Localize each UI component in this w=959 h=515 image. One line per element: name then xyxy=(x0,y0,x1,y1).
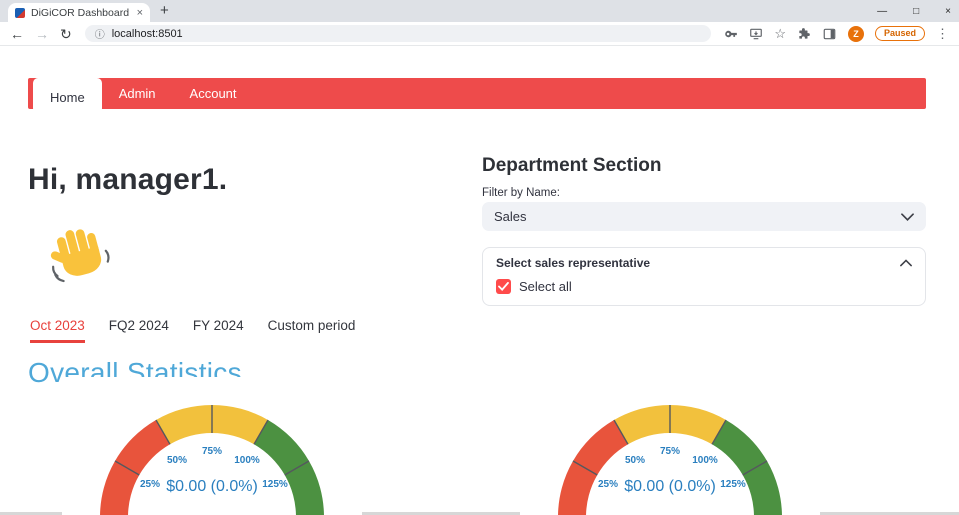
url-text: localhost:8501 xyxy=(111,27,183,40)
expander-body: Select all xyxy=(483,277,925,305)
side-panel-icon[interactable] xyxy=(822,27,837,41)
tab-oct-2023[interactable]: Oct 2023 xyxy=(30,318,85,343)
site-info-icon[interactable]: ⓘ xyxy=(94,30,105,41)
address-bar[interactable]: ⓘ localhost:8501 xyxy=(84,25,712,42)
nav-tab-admin[interactable]: Admin xyxy=(118,86,156,101)
svg-text:75%: 75% xyxy=(660,446,680,457)
gauge2-segment-red xyxy=(558,420,628,515)
chevron-down-icon xyxy=(901,209,914,224)
dashboard-page: Home Admin Account Hi, manager1. xyxy=(0,46,959,515)
tab-close-icon[interactable]: × xyxy=(136,6,143,19)
sync-paused-badge[interactable]: Paused xyxy=(874,26,925,41)
gauge2-value: $0.00 (0.0%) xyxy=(624,478,716,495)
bookmark-star-icon[interactable]: ☆ xyxy=(774,26,786,41)
new-tab-button[interactable]: + xyxy=(160,2,169,19)
nav-tab-home[interactable]: Home xyxy=(33,78,102,116)
sales-rep-expander: Select sales representative Select all xyxy=(482,247,926,306)
svg-text:100%: 100% xyxy=(234,455,260,466)
greeting-heading: Hi, manager1. xyxy=(28,163,228,196)
window-minimize-button[interactable]: — xyxy=(877,5,888,17)
expander-header[interactable]: Select sales representative xyxy=(483,248,925,277)
gauge2-ticks xyxy=(572,405,768,476)
select-value: Sales xyxy=(494,209,527,224)
tab-custom-period[interactable]: Custom period xyxy=(267,318,356,333)
svg-text:75%: 75% xyxy=(202,446,222,457)
browser-tab[interactable]: DiGiCOR Dashboard × xyxy=(8,3,150,22)
gauge1-tick-labels: 25% 50% 75% 100% 125% xyxy=(140,446,288,490)
department-select[interactable]: Sales xyxy=(482,202,926,231)
gauge2-segment-green xyxy=(712,420,782,515)
gauge1-ticks xyxy=(114,405,310,476)
browser-chrome: DiGiCOR Dashboard × + — □ × ← → ↻ ⓘ loca… xyxy=(0,0,959,46)
main-nav: Home Admin Account xyxy=(28,78,926,116)
tab-fq2-2024[interactable]: FQ2 2024 xyxy=(108,318,169,333)
select-all-checkbox[interactable] xyxy=(496,279,511,294)
waving-hand-icon xyxy=(46,224,112,290)
filter-by-name-label: Filter by Name: xyxy=(482,187,560,199)
svg-text:50%: 50% xyxy=(167,455,187,466)
reload-icon[interactable]: ↻ xyxy=(60,25,72,42)
back-icon[interactable]: ← xyxy=(10,25,24,42)
window-maximize-button[interactable]: □ xyxy=(913,5,920,17)
tab-fy-2024[interactable]: FY 2024 xyxy=(192,318,244,333)
gauge-chart-2: 25% 50% 75% 100% 125% $0.00 (0.0%) xyxy=(520,377,820,515)
browser-menu-icon[interactable]: ⋮ xyxy=(936,26,949,41)
profile-avatar[interactable]: Z xyxy=(847,25,864,42)
nav-tab-account[interactable]: Account xyxy=(189,86,237,101)
expander-label: Select sales representative xyxy=(496,255,651,270)
extensions-puzzle-icon[interactable] xyxy=(797,27,811,41)
window-close-button[interactable]: × xyxy=(945,5,951,17)
select-all-label: Select all xyxy=(519,279,572,294)
department-section-title: Department Section xyxy=(482,155,662,176)
tab-title: DiGiCOR Dashboard xyxy=(31,6,130,19)
gauge-chart-1: 25% 50% 75% 100% 125% $0.00 (0.0%) xyxy=(62,377,362,515)
svg-text:50%: 50% xyxy=(625,455,645,466)
svg-text:25%: 25% xyxy=(598,479,618,490)
browser-toolbar: ← → ↻ ⓘ localhost:8501 ☆ Z Paused ⋮ xyxy=(0,22,959,46)
install-app-icon[interactable] xyxy=(749,27,763,41)
gauge1-segment-green xyxy=(254,420,324,515)
password-key-icon[interactable] xyxy=(724,27,738,41)
chevron-up-icon xyxy=(900,256,912,270)
forward-icon[interactable]: → xyxy=(35,25,49,42)
svg-text:125%: 125% xyxy=(262,479,288,490)
gauge1-value: $0.00 (0.0%) xyxy=(166,478,258,495)
toolbar-icons: ☆ Z Paused ⋮ xyxy=(724,25,949,42)
gauge2-tick-labels: 25% 50% 75% 100% 125% xyxy=(598,446,746,490)
period-tabs: Oct 2023 FQ2 2024 FY 2024 Custom period xyxy=(30,318,355,343)
svg-text:125%: 125% xyxy=(720,479,746,490)
svg-text:100%: 100% xyxy=(692,455,718,466)
tab-strip: DiGiCOR Dashboard × + — □ × xyxy=(0,0,959,22)
svg-text:25%: 25% xyxy=(140,479,160,490)
horizontal-scrollbar[interactable] xyxy=(0,512,959,515)
site-favicon-icon xyxy=(15,7,25,18)
gauge1-segment-red xyxy=(100,420,170,515)
window-controls: — □ × xyxy=(877,0,951,22)
